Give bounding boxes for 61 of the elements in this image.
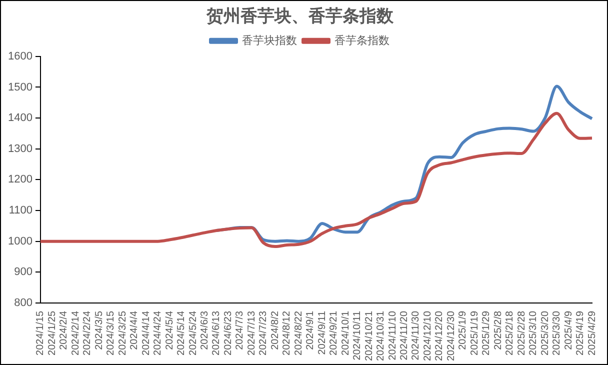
y-tick-label: 1400 [8, 112, 32, 124]
x-tick-label: 2024/1/15 [35, 310, 46, 356]
x-tick-label: 2024/10/21 [364, 310, 375, 362]
x-tick-label: 2024/2/4 [58, 310, 70, 350]
x-tick-label: 2024/9/1 [305, 310, 316, 350]
x-tick-label: 2024/8/2 [270, 310, 281, 350]
legend-label: 香芋块指数 [242, 34, 297, 47]
x-tick-label: 2024/10/31 [376, 310, 387, 362]
x-tick-label: 2024/11/10 [387, 310, 398, 360]
x-tick-label: 2024/2/14 [70, 310, 82, 356]
x-tick-label: 2025/4/19 [575, 310, 586, 356]
x-tick-label: 2024/8/22 [293, 310, 304, 356]
x-tick-label: 2024/7/3 [234, 310, 246, 350]
y-tick-label: 1600 [8, 50, 32, 62]
x-tick-label: 2024/12/10 [422, 310, 434, 362]
x-tick-label: 2024/1/25 [46, 310, 58, 356]
y-tick-label: 1000 [8, 235, 32, 248]
x-tick-label: 2025/2/8 [492, 310, 504, 350]
x-tick-label: 2024/4/24 [152, 310, 164, 356]
y-tick-label: 1200 [8, 174, 32, 186]
x-tick-label: 2025/4/9 [563, 310, 574, 350]
x-tick-label: 2024/5/24 [188, 310, 199, 356]
x-tick-label: 2024/3/15 [106, 310, 117, 356]
x-tick-label: 2024/9/11 [316, 310, 328, 355]
x-tick-label: 2024/5/4 [164, 310, 176, 350]
x-tick-label: 2024/10/1 [340, 310, 352, 356]
x-tick-label: 2024/4/4 [129, 310, 140, 350]
chart-title: 贺州香芋块、香芋条指数 [206, 6, 394, 27]
x-tick-label: 2025/1/29 [481, 310, 492, 356]
x-tick-label: 2025/2/28 [516, 310, 528, 356]
x-tick-label: 2025/3/10 [528, 310, 540, 356]
x-tick-label: 2024/7/13 [246, 310, 258, 356]
x-tick-label: 2024/11/20 [398, 310, 410, 360]
x-tick-label: 2024/2/24 [82, 310, 94, 356]
x-tick-label: 2024/3/5 [94, 310, 105, 350]
x-tick-label: 2024/3/25 [117, 310, 128, 356]
y-tick-label: 800 [14, 296, 32, 309]
x-tick-label: 2025/3/30 [552, 310, 563, 356]
x-tick-label: 2024/4/14 [140, 310, 152, 356]
x-tick-label: 2025/1/19 [469, 310, 480, 356]
x-tick-label: 2024/11/30 [410, 310, 422, 360]
x-tick-label: 2024/12/20 [434, 310, 446, 362]
x-tick-label: 2024/10/11 [352, 310, 364, 360]
y-tick-label: 1500 [8, 81, 32, 94]
x-tick-label: 2025/3/20 [540, 310, 551, 356]
x-tick-label: 2024/6/3 [200, 310, 211, 350]
y-tick-label: 900 [14, 266, 32, 278]
x-tick-label: 2025/2/18 [504, 310, 516, 356]
line-series [38, 112, 594, 248]
x-tick-label: 2025/1/9 [458, 310, 469, 350]
x-tick-label: 2024/5/14 [176, 310, 188, 356]
legend-label: 香芋条指数 [334, 34, 390, 47]
y-tick-label: 1100 [8, 204, 32, 217]
x-tick-label: 2024/12/30 [446, 310, 457, 362]
x-tick-label: 2024/9/21 [328, 310, 340, 356]
x-tick-label: 2024/6/13 [211, 310, 222, 356]
y-tick-label: 1300 [8, 142, 32, 155]
x-tick-label: 2024/8/12 [282, 310, 293, 356]
x-tick-label: 2024/6/23 [222, 310, 234, 356]
x-tick-label: 2024/7/23 [258, 310, 270, 356]
x-tick-label: 2025/4/29 [586, 310, 598, 356]
